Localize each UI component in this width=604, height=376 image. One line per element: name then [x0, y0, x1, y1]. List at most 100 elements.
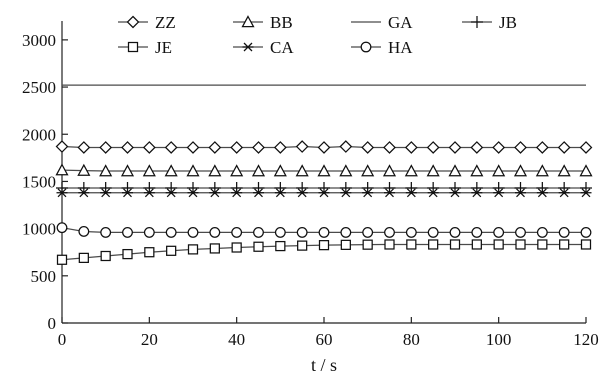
data-point-bb — [579, 164, 593, 177]
data-point-zz — [361, 141, 375, 154]
data-point-ha — [493, 226, 505, 238]
data-point-zz — [186, 141, 200, 154]
data-point-ca — [253, 188, 264, 198]
series-group — [55, 84, 593, 265]
data-point-ha — [187, 226, 199, 238]
data-point-bb — [404, 164, 418, 177]
legend-item-ha: HA — [351, 38, 413, 57]
data-point-ca — [318, 188, 330, 198]
data-point-bb — [208, 164, 222, 177]
x-tick-label: 80 — [403, 330, 420, 349]
data-point-bb — [164, 164, 178, 177]
data-point-je — [275, 240, 286, 252]
legend-marker-bb — [241, 15, 255, 28]
y-tick-label: 3000 — [22, 31, 56, 50]
data-point-ha — [362, 226, 374, 238]
legend-item-zz: ZZ — [118, 13, 176, 32]
legend-item-je: JE — [118, 38, 172, 57]
data-point-ca — [405, 188, 417, 198]
data-point-ca — [536, 188, 548, 198]
y-tick-label: 0 — [48, 314, 57, 333]
data-point-zz — [339, 140, 353, 153]
data-point-ca — [100, 188, 112, 198]
data-point-bb — [230, 164, 244, 177]
series-zz — [55, 140, 593, 154]
data-point-bb — [55, 163, 69, 176]
data-point-ca — [296, 188, 308, 198]
data-point-ca — [449, 188, 461, 198]
data-point-ha — [318, 226, 330, 238]
legend-label: JE — [155, 38, 172, 57]
data-point-ha — [471, 226, 483, 238]
data-point-bb — [426, 164, 440, 177]
data-point-je — [209, 243, 220, 254]
data-point-je — [166, 245, 177, 256]
legend-marker-ca — [242, 42, 254, 52]
data-point-ca — [78, 188, 90, 198]
data-point-zz — [252, 141, 265, 154]
data-point-ha — [143, 226, 155, 238]
data-point-ha — [580, 226, 592, 238]
data-point-ca — [384, 188, 395, 198]
data-point-zz — [426, 141, 440, 154]
legend-label: CA — [270, 38, 294, 57]
data-point-ca — [165, 188, 177, 198]
data-point-je — [515, 239, 526, 250]
data-point-je — [318, 240, 330, 251]
data-point-je — [580, 239, 592, 250]
data-point-bb — [382, 164, 397, 177]
data-point-je — [537, 239, 548, 250]
data-point-zz — [535, 141, 549, 154]
data-point-je — [78, 252, 89, 264]
data-point-je — [187, 244, 199, 255]
legend-marker-jb — [471, 16, 483, 28]
data-point-je — [340, 239, 351, 250]
legend-label: BB — [270, 13, 293, 32]
legend-label: ZZ — [155, 13, 176, 32]
data-point-bb — [77, 163, 91, 176]
data-point-je — [56, 254, 68, 265]
data-point-je — [231, 242, 242, 253]
data-point-zz — [142, 141, 156, 154]
y-tick-label: 2000 — [22, 125, 56, 144]
data-point-bb — [186, 164, 200, 177]
legend-item-jb: JB — [462, 13, 517, 32]
data-point-ha — [274, 226, 286, 238]
series-ca — [56, 188, 592, 198]
data-point-ha — [405, 226, 417, 238]
data-point-zz — [99, 141, 113, 154]
x-tick-label: 0 — [58, 330, 67, 349]
data-point-bb — [448, 164, 462, 177]
data-point-zz — [404, 141, 418, 154]
data-point-bb — [361, 164, 375, 177]
data-point-ha — [558, 226, 570, 238]
data-point-zz — [55, 140, 69, 153]
x-axis-label: t / s — [311, 355, 337, 375]
data-point-bb — [339, 164, 353, 177]
data-point-zz — [273, 141, 287, 154]
data-point-bb — [273, 164, 287, 177]
data-point-ca — [187, 188, 199, 198]
data-point-zz — [77, 141, 91, 154]
data-point-bb — [317, 164, 331, 177]
data-point-ha — [427, 226, 439, 238]
series-ha — [56, 222, 592, 238]
data-point-zz — [164, 141, 178, 154]
data-point-ca — [515, 188, 526, 198]
data-point-je — [253, 241, 264, 252]
legend-item-ca: CA — [233, 38, 294, 57]
data-point-zz — [579, 141, 593, 154]
data-point-bb — [295, 164, 309, 177]
data-point-zz — [295, 140, 309, 153]
data-point-je — [122, 248, 133, 260]
data-point-je — [449, 239, 461, 250]
y-tick-label: 1000 — [22, 220, 56, 239]
series-jb — [56, 182, 592, 195]
y-tick-label: 1500 — [22, 172, 56, 191]
data-point-ha — [515, 226, 526, 238]
data-point-ca — [340, 188, 352, 198]
data-point-ha — [384, 226, 395, 238]
data-point-je — [297, 240, 308, 251]
data-point-zz — [470, 141, 484, 154]
